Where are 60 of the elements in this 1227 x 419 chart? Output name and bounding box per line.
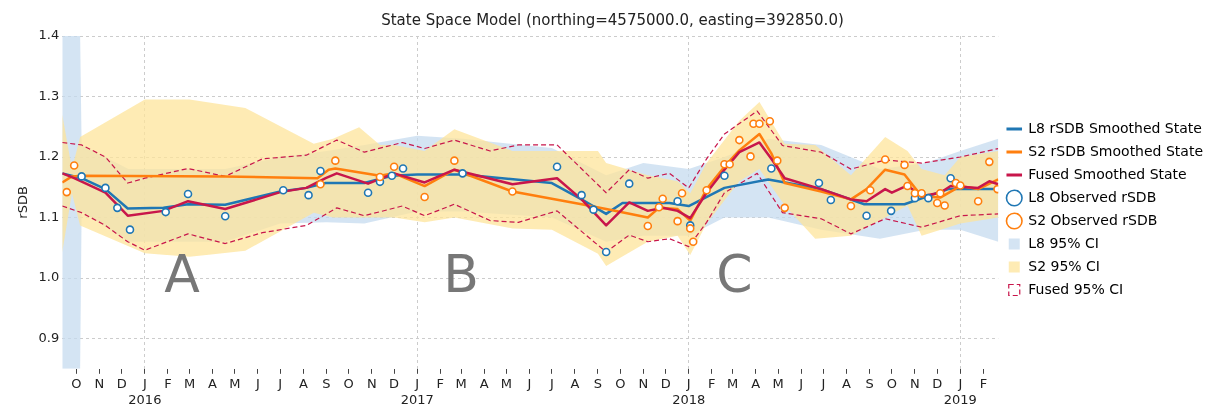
x-tick-label: S <box>322 375 331 391</box>
x-tick-label: M <box>183 375 196 391</box>
x-tick-label: A <box>208 375 218 391</box>
annotation: A <box>164 244 201 305</box>
y-tick-label: 1.3 <box>38 87 60 103</box>
x-tick-label: J 2017 <box>400 375 434 407</box>
x-tick-label: J <box>526 375 532 391</box>
x-tick-label: A <box>842 375 852 391</box>
x-tick-label: O <box>343 375 354 391</box>
x-tick-label: D <box>116 375 127 391</box>
x-tick-label: O <box>71 375 82 391</box>
legend-label: S2 Observed rSDB <box>1028 211 1158 228</box>
x-tick-label: O <box>615 375 626 391</box>
x-tick-label: A <box>479 375 489 391</box>
x-tick-label: A <box>570 375 580 391</box>
x-tick-label: M <box>727 375 739 391</box>
x-tick-label: J <box>255 375 260 391</box>
y-tick-label: 0.9 <box>38 329 60 345</box>
x-tick-label: N <box>366 375 377 391</box>
legend-label: L8 Observed rSDB <box>1028 188 1157 205</box>
x-tick-label: D <box>660 375 671 391</box>
x-tick-label: J <box>548 375 554 391</box>
x-tick-label: N <box>638 375 649 391</box>
y-axis-title: rSDB <box>15 186 31 219</box>
x-tick-label: F <box>708 375 716 391</box>
annotation: B <box>443 244 479 305</box>
legend-label: Fused 95% CI <box>1028 280 1124 297</box>
x-tick-label: A <box>751 375 761 391</box>
x-tick-label: F <box>979 375 988 391</box>
legend-label: L8 95% CI <box>1028 234 1099 251</box>
legend-label: S2 95% CI <box>1028 257 1100 274</box>
x-tick-label: S <box>865 375 874 391</box>
x-tick-label: J 2016 <box>128 375 162 407</box>
legend-label: L8 rSDB Smoothed State <box>1028 119 1202 136</box>
x-tick-label: J <box>277 375 283 391</box>
y-tick-label: 1.4 <box>38 27 60 43</box>
legend-label: S2 rSDB Smoothed State <box>1028 142 1203 159</box>
x-tick-label: J 2018 <box>672 375 706 407</box>
x-tick-label: J <box>798 375 804 391</box>
y-tick-label: 1.1 <box>38 208 60 224</box>
x-tick-label: N <box>910 375 920 391</box>
x-tick-label: J <box>820 375 826 391</box>
x-tick-label: D <box>932 375 943 391</box>
x-tick-label: A <box>298 375 308 391</box>
x-tick-label: J 2019 <box>943 375 977 407</box>
annotation: C <box>716 244 753 305</box>
x-tick-label: S <box>593 375 603 391</box>
x-tick-label: N <box>94 375 105 391</box>
x-tick-label: M <box>500 375 513 391</box>
x-tick-label: D <box>389 375 400 391</box>
x-tick-label: F <box>436 375 444 391</box>
y-tick-label: 1.2 <box>38 148 60 164</box>
chart-title: State Space Model (northing=4575000.0, easting=392850.0) <box>381 10 844 29</box>
legend-label: Fused Smoothed State <box>1028 165 1187 182</box>
x-tick-label: M <box>455 375 467 391</box>
y-tick-label: 1.0 <box>38 269 60 285</box>
x-tick-label: F <box>164 375 172 391</box>
x-tick-label: M <box>772 375 784 391</box>
x-tick-label: O <box>886 375 897 391</box>
x-tick-label: M <box>229 375 241 391</box>
